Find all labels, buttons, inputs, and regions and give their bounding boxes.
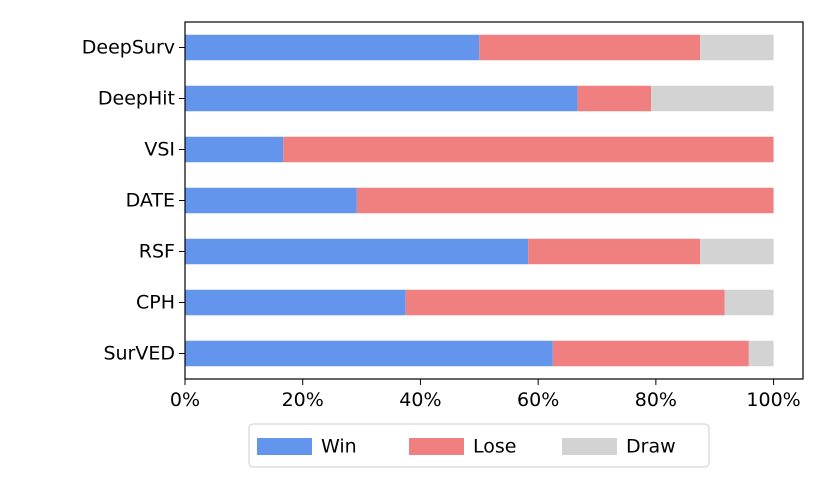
bar-draw-rsf bbox=[700, 238, 774, 265]
x-tick-label: 100% bbox=[746, 389, 800, 411]
bar-lose-deephit bbox=[577, 85, 652, 112]
x-tick-label: 60% bbox=[517, 389, 559, 411]
bar-win-cph bbox=[185, 289, 406, 316]
x-axis: 0% 20% 40% 60% 80% 100% bbox=[170, 379, 801, 411]
bar-lose-rsf bbox=[528, 238, 700, 265]
x-tick-label: 0% bbox=[170, 389, 200, 411]
x-tick-label: 20% bbox=[282, 389, 324, 411]
bar-win-deephit bbox=[185, 85, 578, 112]
bar-draw-deepsurv bbox=[700, 34, 774, 61]
y-tick-label: RSF bbox=[139, 241, 175, 263]
y-tick-label: DATE bbox=[126, 190, 175, 212]
bar-lose-date bbox=[356, 187, 774, 214]
x-tick-label: 80% bbox=[635, 389, 677, 411]
bar-lose-surved bbox=[552, 340, 749, 367]
legend-label-lose: Lose bbox=[473, 436, 516, 458]
bar-draw-surved bbox=[748, 340, 774, 367]
bar-draw-deephit bbox=[651, 85, 774, 112]
bar-lose-vsi bbox=[283, 136, 774, 163]
bar-win-deepsurv bbox=[185, 34, 480, 61]
y-axis: DeepSurv DeepHit VSI DATE RSF CPH SurVED bbox=[82, 37, 185, 365]
legend-swatch-lose bbox=[409, 438, 464, 455]
y-tick-label: CPH bbox=[136, 292, 175, 314]
legend-label-draw: Draw bbox=[626, 436, 676, 458]
y-tick-label: DeepHit bbox=[98, 88, 175, 110]
legend-swatch-draw bbox=[562, 438, 617, 455]
bars-layer bbox=[185, 34, 774, 367]
x-tick-label: 40% bbox=[399, 389, 441, 411]
legend-box bbox=[248, 423, 710, 468]
y-tick-label: SurVED bbox=[103, 343, 175, 365]
legend-swatch-win bbox=[257, 438, 312, 455]
bar-draw-cph bbox=[724, 289, 774, 316]
legend-label-win: Win bbox=[321, 436, 357, 458]
bar-win-date bbox=[185, 187, 357, 214]
bar-win-vsi bbox=[185, 136, 284, 163]
bar-lose-deepsurv bbox=[479, 34, 700, 61]
bar-win-rsf bbox=[185, 238, 529, 265]
legend: Win Lose Draw bbox=[248, 423, 710, 468]
bar-lose-cph bbox=[405, 289, 725, 316]
y-tick-label: VSI bbox=[144, 139, 175, 161]
y-tick-label: DeepSurv bbox=[82, 37, 175, 59]
bar-win-surved bbox=[185, 340, 553, 367]
